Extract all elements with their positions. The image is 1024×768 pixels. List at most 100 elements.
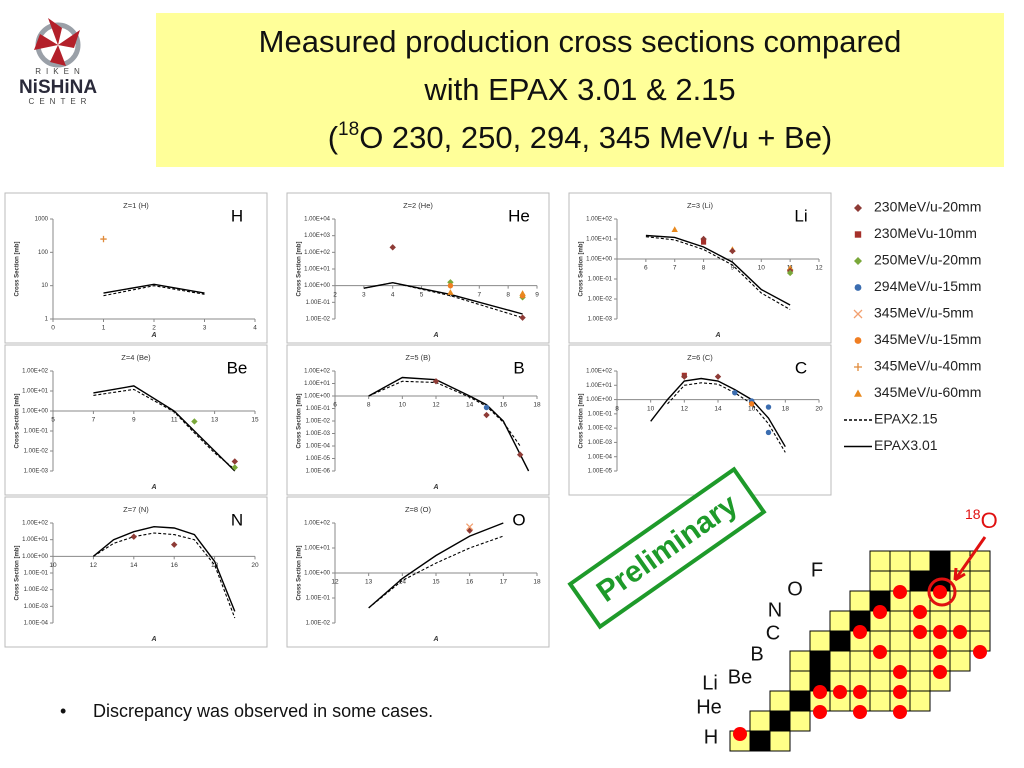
- nuclide-cell: [909, 650, 931, 672]
- legend-label: EPAX2.15: [874, 411, 938, 427]
- measured-dot: [933, 625, 947, 639]
- nuclide-cell: [829, 630, 851, 652]
- x-tick-label: 13: [211, 417, 219, 424]
- y-tick-label: 1.00E+01: [22, 389, 49, 395]
- title-line: (18O 230, 250, 294, 345 MeV/u + Be): [328, 119, 833, 155]
- epax-line: [363, 281, 523, 315]
- epax-line: [368, 376, 530, 472]
- x-tick-label: 20: [251, 562, 259, 569]
- element-symbol: N: [768, 599, 782, 621]
- target-ring: [927, 577, 957, 607]
- y-tick-label: 1.00E-02: [306, 317, 331, 323]
- y-tick-label: 1.00E-02: [588, 426, 613, 432]
- element-label: Be: [227, 358, 248, 377]
- marker-circle: [854, 284, 862, 291]
- nuclide-cell: [869, 690, 891, 712]
- x-tick-label: 12: [331, 579, 339, 586]
- nuclide-cell: [969, 570, 991, 592]
- element-label: B: [513, 358, 524, 377]
- marker-diamond: [130, 533, 137, 540]
- legend-label: 230MeVu-10mm: [874, 225, 977, 241]
- y-tick-label: 1.00E-05: [306, 456, 331, 462]
- marker-diamond: [483, 411, 490, 419]
- marker-circle: [483, 404, 490, 411]
- y-tick-label: 1.00E-01: [306, 596, 331, 602]
- marker-circle: [732, 390, 738, 396]
- marker-diamond: [786, 269, 794, 277]
- x-tick-label: 7: [673, 265, 677, 272]
- nuclide-cell: [889, 610, 911, 632]
- logo: RIKEN NiSHiNA CENTER: [19, 18, 97, 106]
- y-tick-label: 1.00E-06: [306, 469, 331, 475]
- element-symbol: Be: [728, 666, 752, 688]
- stamp-border: [567, 466, 767, 630]
- element-symbol: He: [696, 696, 722, 718]
- x-tick-label: 14: [466, 402, 474, 409]
- marker-circle: [765, 429, 772, 436]
- nuclide-cell: [789, 650, 811, 672]
- element-label: He: [508, 206, 530, 225]
- y-tick-label: 1.00E-03: [588, 317, 613, 323]
- marker-diamond: [432, 378, 440, 385]
- x-tick-label: 15: [251, 417, 259, 424]
- chart: Z=5 (B) B 1.00E-06 1.00E-05 1.00E-04 1.00E-03…: [286, 344, 550, 496]
- nuclide-cell: [829, 650, 851, 672]
- x-tick-label: 1: [102, 325, 106, 332]
- legend-label: 345MeV/u-15mm: [874, 331, 981, 347]
- y-tick-label: 1.00E-04: [24, 621, 49, 627]
- target-symbol: O: [981, 508, 998, 533]
- nuclide-cell: [909, 690, 931, 712]
- nuclide-cell: [769, 710, 791, 732]
- x-tick-label: 8: [506, 291, 510, 298]
- y-tick-label: 1.00E-03: [24, 469, 49, 475]
- legend-label: 230MeV/u-20mm: [874, 199, 981, 215]
- y-tick-label: 1.00E+00: [586, 397, 613, 403]
- measured-dot: [913, 625, 927, 639]
- y-tick-label: 1.00E-02: [24, 587, 49, 593]
- marker-plus: [854, 363, 862, 371]
- chart: Z=2 (He) He 1.00E-02 1.00E-01 1.00E+00 1.00E+…: [286, 192, 550, 344]
- x-tick-label: 14: [130, 562, 138, 569]
- measured-dot: [853, 685, 867, 699]
- measured-dot: [893, 705, 907, 719]
- x-tick-label: 10: [49, 562, 57, 569]
- bullet-dot: •: [60, 701, 66, 721]
- nuclide-cell: [949, 650, 971, 672]
- element-label: C: [795, 358, 807, 377]
- chart-title: Z=1 (H): [123, 201, 149, 210]
- nuclide-cell: [849, 650, 871, 672]
- marker-circle: [447, 282, 454, 289]
- x-tick-label: 3: [362, 291, 366, 298]
- nuclide-cell: [909, 550, 931, 572]
- chart: Z=6 (C) C 1.00E-05 1.00E-04 1.00E-03 1.00E-02…: [568, 344, 832, 496]
- x-tick-label: 6: [333, 402, 337, 409]
- y-tick-label: 1.00E-01: [588, 411, 613, 417]
- marker-x: [466, 523, 474, 531]
- x-tick-label: 13: [365, 579, 373, 586]
- y-tick-label: 100: [38, 250, 49, 256]
- measured-dot: [833, 685, 847, 699]
- element-symbol: C: [766, 622, 780, 644]
- legend-label: 250MeV/u-20mm: [874, 252, 981, 268]
- x-axis-label: A: [432, 332, 438, 339]
- marker-diamond: [516, 451, 524, 458]
- y-tick-label: 1.00E+01: [586, 237, 613, 243]
- x-tick-label: 14: [399, 579, 407, 586]
- marker-square: [701, 239, 707, 245]
- y-tick-label: 1.00E-04: [588, 454, 613, 460]
- element-label: N: [231, 510, 243, 529]
- chart-title: Z=2 (He): [403, 201, 433, 210]
- epax-line: [93, 385, 236, 472]
- y-tick-label: 1: [45, 317, 49, 323]
- y-axis-label: Cross Section [mb]: [15, 241, 21, 296]
- measured-dot: [893, 585, 907, 599]
- x-tick-label: 16: [748, 405, 756, 412]
- bullet-text: Discrepancy was observed in some cases.: [93, 701, 433, 721]
- y-tick-label: 1.00E+02: [586, 217, 613, 223]
- legend-label: 345MeV/u-5mm: [874, 305, 974, 321]
- x-tick-label: 5: [51, 417, 55, 424]
- x-tick-label: 2: [333, 291, 337, 298]
- y-tick-label: 1.00E+00: [304, 394, 331, 400]
- x-axis-label: A: [432, 484, 438, 491]
